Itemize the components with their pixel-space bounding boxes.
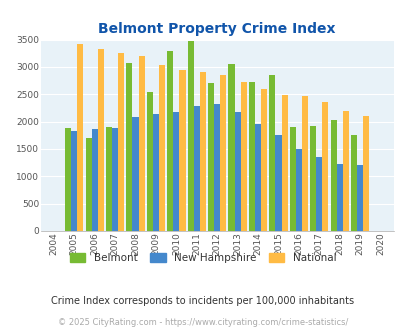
- Text: Crime Index corresponds to incidents per 100,000 inhabitants: Crime Index corresponds to incidents per…: [51, 296, 354, 306]
- Bar: [179, 70, 185, 231]
- Bar: [248, 82, 254, 231]
- Bar: [112, 128, 118, 231]
- Bar: [199, 72, 205, 231]
- Bar: [118, 53, 124, 231]
- Bar: [153, 114, 159, 231]
- Bar: [356, 165, 362, 231]
- Bar: [289, 127, 295, 231]
- Bar: [362, 115, 369, 231]
- Bar: [301, 96, 307, 231]
- Bar: [240, 82, 246, 231]
- Bar: [342, 111, 348, 231]
- Bar: [106, 127, 112, 231]
- Bar: [315, 157, 322, 231]
- Bar: [92, 129, 98, 231]
- Bar: [275, 135, 281, 231]
- Bar: [159, 65, 165, 231]
- Bar: [336, 164, 342, 231]
- Bar: [213, 104, 220, 231]
- Bar: [220, 75, 226, 231]
- Bar: [269, 75, 275, 231]
- Bar: [309, 126, 315, 231]
- Bar: [193, 106, 199, 231]
- Bar: [260, 89, 266, 231]
- Bar: [173, 112, 179, 231]
- Text: © 2025 CityRating.com - https://www.cityrating.com/crime-statistics/: © 2025 CityRating.com - https://www.city…: [58, 318, 347, 327]
- Bar: [138, 56, 144, 231]
- Bar: [228, 64, 234, 231]
- Bar: [281, 95, 287, 231]
- Bar: [85, 138, 92, 231]
- Bar: [71, 131, 77, 231]
- Bar: [65, 128, 71, 231]
- Bar: [254, 124, 260, 231]
- Bar: [187, 41, 193, 231]
- Bar: [234, 112, 240, 231]
- Bar: [98, 49, 104, 231]
- Bar: [295, 149, 301, 231]
- Bar: [207, 83, 213, 231]
- Bar: [322, 102, 328, 231]
- Title: Belmont Property Crime Index: Belmont Property Crime Index: [98, 22, 335, 36]
- Bar: [330, 120, 336, 231]
- Bar: [132, 117, 138, 231]
- Legend: Belmont, New Hampshire, National: Belmont, New Hampshire, National: [65, 249, 340, 267]
- Bar: [350, 135, 356, 231]
- Bar: [77, 44, 83, 231]
- Bar: [167, 50, 173, 231]
- Bar: [147, 91, 153, 231]
- Bar: [126, 63, 132, 231]
